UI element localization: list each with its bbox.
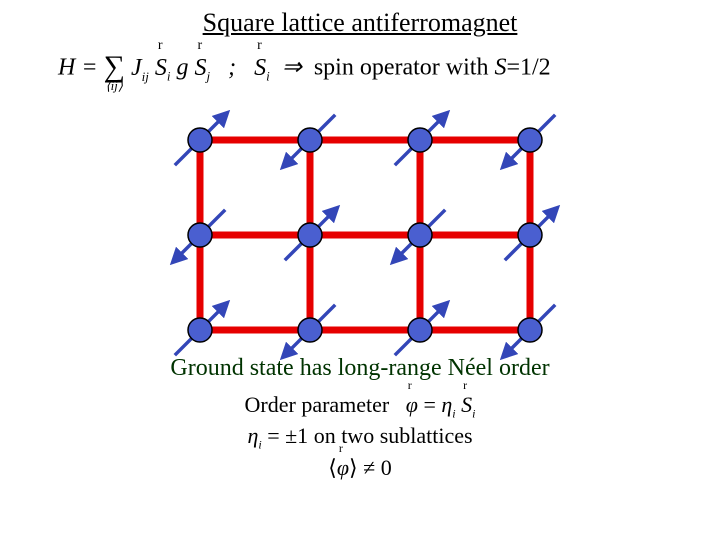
order-parameter-block: Order parameter φ = ηi Si ηi = ±1 on two… <box>0 390 720 483</box>
ground-state-caption: Ground state has long-range Néel order <box>0 355 720 382</box>
order-param-line: Order parameter φ = ηi Si <box>0 392 720 421</box>
expectation-line: ⟨φ⟩ ≠ 0 <box>0 455 720 481</box>
page-title: Square lattice antiferromagnet <box>0 8 720 38</box>
eta-line: ηi = ±1 on two sublattices <box>0 423 720 452</box>
hamiltonian-equation: H = ∑ ⟨ij⟩ Jij Si g Sj ; Si ⇒ spin opera… <box>58 50 551 88</box>
lattice-diagram <box>0 100 720 360</box>
